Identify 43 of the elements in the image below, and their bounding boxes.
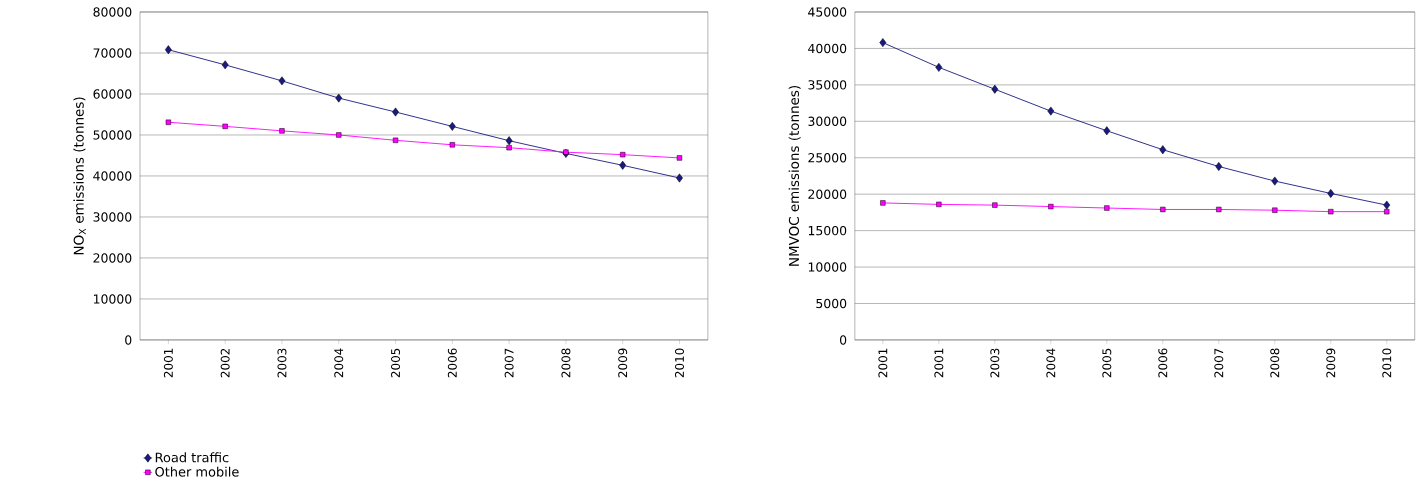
- x-tick-label: 2009: [1326, 348, 1336, 378]
- y-tick-label: 20000: [808, 189, 847, 199]
- y-tick-label: 25000: [808, 153, 847, 163]
- x-tick-label: 2007: [1214, 348, 1224, 378]
- y-tick-label: 30000: [808, 116, 847, 127]
- y-tick-label: 15000: [808, 225, 847, 236]
- y-tick-label: 60000: [93, 89, 132, 99]
- x-tick-label: 2004: [334, 348, 344, 378]
- x-tick-label: 2006: [1158, 348, 1168, 378]
- x-tick-label: 2003: [277, 348, 287, 378]
- x-tick-label: 2009: [618, 348, 628, 378]
- y-tick-label: 40000: [808, 43, 847, 54]
- legend-label: Road traffic: [155, 452, 229, 463]
- x-tick-label: 2006: [447, 348, 457, 378]
- y-tick-label: 40000: [93, 171, 132, 181]
- y-tick-label: 5000: [816, 298, 847, 309]
- x-tick-label: 2008: [561, 348, 571, 378]
- x-tick-label: 2005: [391, 348, 401, 378]
- y-tick-label: 10000: [93, 294, 132, 304]
- y-tick-label: 50000: [93, 130, 132, 140]
- y-tick-label: 0: [125, 335, 132, 345]
- y-axis-title: NO$_{X}$ emissions (tonnes): [73, 97, 86, 255]
- y-tick-label: 30000: [93, 212, 132, 222]
- y-tick-label: 80000: [93, 7, 132, 17]
- legend-label: Other mobile: [155, 466, 239, 477]
- x-tick-label: 2002: [220, 348, 230, 378]
- y-tick-label: 70000: [93, 48, 132, 58]
- x-tick-label: 2004: [1046, 348, 1056, 378]
- x-tick-label: 2010: [674, 348, 685, 378]
- x-tick-label: 2005: [1102, 348, 1112, 378]
- x-tick-label: 2007: [504, 348, 514, 378]
- x-tick-label: 2008: [1270, 348, 1280, 378]
- y-tick-label: 35000: [808, 80, 847, 90]
- x-tick-label: 2010: [1382, 348, 1392, 378]
- y-axis-title: NMVOC emissions (tonnes): [788, 86, 801, 266]
- y-tick-label: 20000: [93, 253, 132, 263]
- x-tick-label: 2003: [990, 348, 1000, 378]
- y-tick-label: 45000: [808, 7, 847, 17]
- y-tick-label: 10000: [808, 262, 847, 272]
- x-tick-label: 2001: [878, 348, 888, 378]
- y-tick-label: 0: [839, 335, 847, 345]
- x-tick-label: 2001: [163, 348, 173, 378]
- x-tick-label: 2001: [934, 348, 944, 378]
